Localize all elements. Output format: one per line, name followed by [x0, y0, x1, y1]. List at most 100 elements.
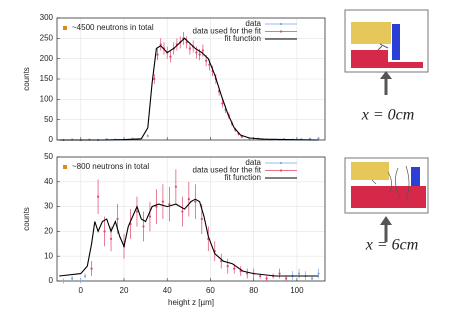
data-point — [83, 274, 87, 278]
plot-frame — [56, 156, 326, 282]
y-axis-label: counts — [22, 67, 31, 91]
y-tick-label: 50 — [44, 152, 53, 161]
legend-label: data used for the fit — [193, 27, 262, 36]
data-point — [233, 267, 236, 270]
data-point — [174, 185, 177, 188]
fit-line — [59, 198, 319, 277]
data-point — [103, 230, 106, 233]
data-point — [317, 272, 320, 275]
data-point — [278, 272, 281, 275]
y-tick-label: 250 — [40, 33, 54, 42]
data-point — [169, 55, 172, 58]
data-point — [259, 274, 262, 278]
data-point — [156, 53, 159, 56]
data-point — [62, 279, 65, 283]
data-point — [205, 59, 208, 62]
annotation: ~800 neutrons in total — [72, 162, 149, 171]
data-point — [226, 265, 229, 268]
legend-swatch-point — [279, 161, 283, 165]
data-point — [201, 49, 204, 52]
data-point — [71, 277, 74, 280]
legend-label: data used for the fit — [193, 166, 262, 175]
data-point — [198, 53, 201, 56]
data-point — [221, 102, 224, 105]
y-tick-label: 50 — [44, 115, 53, 124]
annotation-marker — [63, 165, 67, 169]
data-point — [142, 225, 145, 228]
data-point — [109, 237, 113, 240]
y-tick-label: 150 — [40, 74, 54, 83]
data-point — [265, 277, 268, 280]
data-point — [161, 200, 165, 203]
fit-line — [59, 37, 319, 141]
detector — [411, 167, 420, 203]
x-tick-label: 100 — [290, 286, 304, 295]
legend-label: fit function — [225, 34, 261, 43]
data-point — [148, 215, 152, 218]
legend-swatch-point — [279, 22, 283, 26]
wire — [371, 165, 410, 201]
data-point — [310, 277, 314, 280]
y-tick-label: 0 — [49, 276, 54, 285]
data-point — [317, 137, 320, 140]
data-point — [297, 272, 301, 275]
data-point — [187, 198, 190, 201]
data-point — [185, 41, 188, 44]
mirror — [351, 186, 426, 208]
data-point — [116, 217, 119, 221]
y-tick-label: 300 — [40, 13, 54, 22]
plot-frame — [56, 17, 326, 141]
x-tick-label: 60 — [206, 286, 215, 295]
x-tick-label: 40 — [163, 286, 172, 295]
y-tick-label: 200 — [40, 54, 54, 63]
absorber — [351, 162, 389, 180]
data-point — [159, 43, 162, 46]
diagram-label: x = 6cm — [365, 237, 419, 254]
data-point — [194, 200, 197, 203]
data-point — [195, 51, 198, 54]
data-point — [246, 272, 249, 275]
legend-label: data — [245, 158, 261, 167]
data-point — [168, 203, 171, 206]
data-point — [200, 217, 203, 221]
legend-swatch-point — [279, 169, 283, 172]
y-tick-label: 30 — [44, 202, 53, 211]
data-point — [79, 279, 82, 283]
legend-label: fit function — [225, 173, 261, 182]
y-tick-label: 20 — [44, 227, 53, 236]
y-tick-label: 100 — [40, 94, 54, 103]
data-point — [135, 210, 139, 213]
arrow-head — [380, 71, 392, 79]
data-point — [308, 137, 311, 140]
diagram: x = 0cm — [344, 9, 429, 124]
arrow-head — [380, 216, 392, 225]
data-point — [188, 47, 192, 50]
data-point — [90, 267, 93, 270]
diagram-label: x = 0cm — [361, 107, 415, 124]
y-tick-label: 10 — [44, 251, 53, 260]
x-tick-label: 80 — [249, 286, 258, 295]
data-point — [153, 77, 156, 81]
diagram: x = 6cm — [344, 157, 429, 254]
y-tick-label: 40 — [44, 177, 53, 186]
data-point — [96, 195, 100, 198]
y-axis-label: counts — [22, 207, 31, 231]
x-tick-label: 0 — [79, 286, 84, 295]
annotation: ~4500 neutrons in total — [72, 23, 154, 32]
data-point — [220, 260, 223, 263]
data-point — [284, 277, 288, 280]
x-axis-label: height z [µm] — [168, 298, 214, 307]
plot-area — [57, 157, 325, 281]
data-point — [181, 210, 184, 213]
detector — [392, 24, 400, 60]
wire — [377, 43, 389, 51]
mirror — [351, 50, 423, 68]
x-tick-label: 20 — [120, 286, 129, 295]
legend-swatch-point — [279, 30, 283, 33]
data-point — [155, 205, 158, 208]
annotation-marker — [63, 26, 67, 30]
legend-label: data — [245, 19, 261, 28]
y-tick-label: 0 — [49, 135, 54, 144]
absorber — [351, 22, 391, 44]
